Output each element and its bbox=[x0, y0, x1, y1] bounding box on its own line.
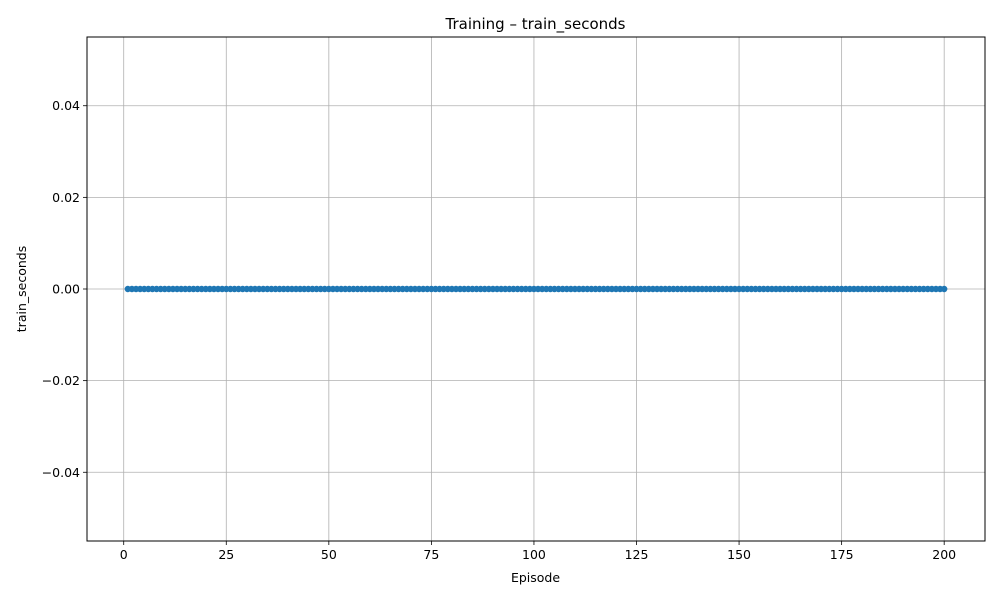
y-axis-ticks: 0.04 0.02 0.00 −0.02 −0.04 bbox=[42, 98, 87, 480]
x-tick-label: 100 bbox=[522, 547, 546, 562]
x-tick-label: 50 bbox=[321, 547, 337, 562]
x-tick-label: 125 bbox=[625, 547, 649, 562]
x-tick-label: 0 bbox=[120, 547, 128, 562]
y-tick-label: −0.04 bbox=[42, 465, 80, 480]
series-train-seconds bbox=[124, 285, 948, 293]
x-tick-label: 175 bbox=[830, 547, 854, 562]
x-axis-label: Episode bbox=[511, 570, 560, 585]
x-tick-label: 25 bbox=[218, 547, 234, 562]
x-tick-label: 200 bbox=[932, 547, 956, 562]
y-axis-label: train_seconds bbox=[14, 246, 29, 332]
y-tick-label: −0.02 bbox=[42, 373, 80, 388]
y-tick-label: 0.02 bbox=[52, 190, 80, 205]
x-axis-ticks: 0 25 50 75 100 125 150 175 200 bbox=[120, 541, 956, 562]
data-point bbox=[940, 285, 948, 293]
y-tick-label: 0.00 bbox=[52, 282, 80, 297]
y-tick-label: 0.04 bbox=[52, 98, 80, 113]
x-tick-label: 75 bbox=[423, 547, 439, 562]
chart-title: Training – train_seconds bbox=[445, 15, 626, 34]
x-tick-label: 150 bbox=[727, 547, 751, 562]
